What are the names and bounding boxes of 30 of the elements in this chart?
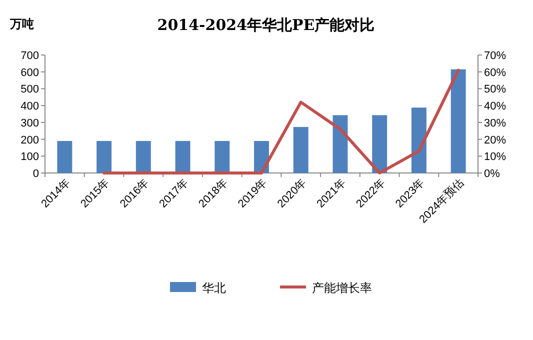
bar — [293, 126, 308, 173]
y-tick-label: 500 — [20, 84, 39, 96]
y2-tick-label: 10% — [484, 151, 506, 164]
y-tick-label: 400 — [20, 100, 39, 113]
bar — [372, 115, 388, 173]
y2-tick-label: 20% — [484, 134, 506, 146]
bar — [411, 108, 426, 173]
bar — [57, 140, 72, 173]
legend-label: 产能增长率 — [312, 281, 372, 295]
y2-tick-label: 30% — [484, 117, 506, 130]
y-tick-label: 0 — [32, 168, 39, 180]
legend-label: 华北 — [202, 281, 226, 295]
y2-tick-label: 40% — [484, 100, 506, 113]
y2-tick-label: 70% — [484, 50, 506, 62]
chart-title: 2014-2024年华北PE产能对比 — [157, 16, 375, 34]
y2-tick-label: 50% — [484, 84, 506, 96]
y-tick-label: 100 — [20, 151, 39, 164]
y-tick-label: 200 — [20, 134, 39, 146]
bar — [175, 140, 190, 173]
y2-tick-label: 60% — [484, 66, 506, 79]
y-tick-label: 600 — [20, 66, 39, 79]
bar — [96, 140, 112, 173]
bar — [332, 115, 348, 173]
y2-tick-label: 0% — [484, 168, 500, 180]
y-axis-title: 万吨 — [9, 17, 34, 31]
bar — [214, 140, 230, 173]
y-tick-label: 700 — [20, 50, 39, 62]
y-tick-label: 300 — [20, 117, 39, 130]
bar — [450, 69, 466, 173]
bar — [136, 140, 151, 173]
